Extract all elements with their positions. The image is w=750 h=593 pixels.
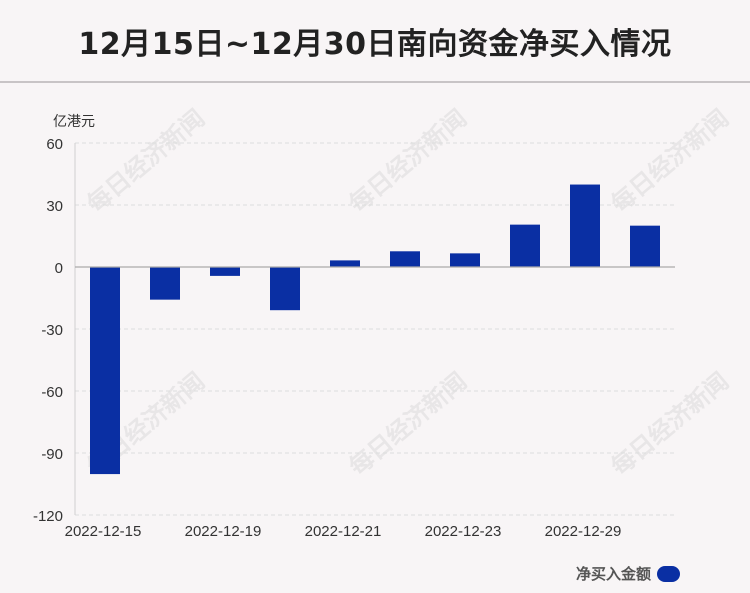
bar <box>330 260 360 267</box>
y-tick-label: -120 <box>33 508 63 525</box>
x-tick-label: 2022-12-19 <box>185 523 262 540</box>
legend-label: 净买入金额 <box>576 565 652 583</box>
bar <box>390 251 420 267</box>
x-tick-label: 2022-12-15 <box>65 523 142 540</box>
y-axis-unit-label: 亿港元 <box>53 114 95 130</box>
y-tick-label: 60 <box>46 136 63 153</box>
x-tick-label: 2022-12-21 <box>305 523 382 540</box>
x-tick-label: 2022-12-23 <box>425 523 502 540</box>
x-tick-label: 2022-12-29 <box>545 523 622 540</box>
bar <box>510 224 540 267</box>
legend-swatch <box>657 565 681 582</box>
bar <box>570 184 600 267</box>
bar <box>630 225 660 267</box>
title-bar: 12月15日~12月30日南向资金净买入情况 <box>0 0 750 83</box>
bar <box>150 267 180 300</box>
bar <box>210 267 240 276</box>
bar <box>90 267 120 475</box>
legend: 净买入金额 <box>576 563 681 584</box>
y-tick-label: 0 <box>55 260 63 277</box>
bar <box>450 253 480 267</box>
bar <box>270 267 300 311</box>
y-tick-label: -30 <box>41 322 63 339</box>
chart-title: 12月15日~12月30日南向资金净买入情况 <box>78 26 672 62</box>
y-tick-label: 30 <box>46 198 63 215</box>
y-tick-label: -90 <box>41 446 63 463</box>
y-tick-label: -60 <box>41 384 63 401</box>
